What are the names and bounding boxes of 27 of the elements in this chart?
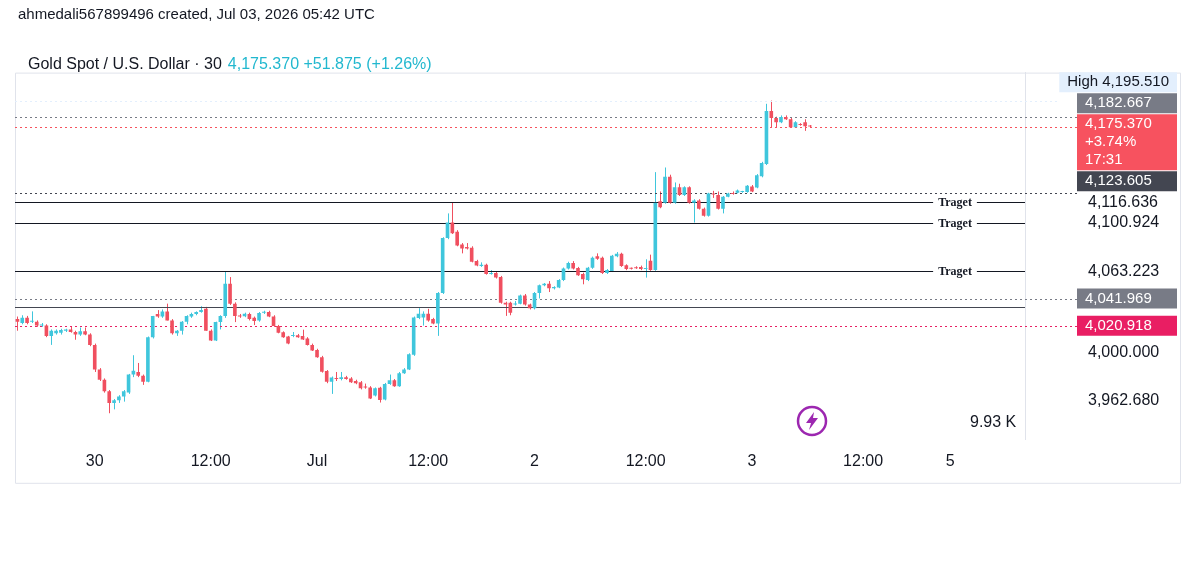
y-tick-label: 3,962.680 [1088, 391, 1160, 409]
ref-line-label: 4,123.605 [1085, 171, 1152, 189]
ref-line-label: 4,182.667 [1085, 93, 1152, 111]
chart-title: Gold Spot / U.S. Dollar · 30 [28, 55, 222, 72]
x-tick-label: Jul [306, 451, 328, 469]
annotation: 9.93 K [970, 413, 1017, 431]
y-tick-label: 4,063.223 [1088, 261, 1160, 279]
x-tick-label: 12:00 [843, 451, 884, 469]
x-tick-label: 12:00 [625, 451, 666, 469]
text: ahmedali567899496 created, Jul 03, 2026 05:42 UTC [18, 5, 375, 22]
x-tick-label: 5 [945, 451, 955, 469]
x-tick-label: 12:00 [408, 451, 449, 469]
ref-line-label: 4,020.918 [1085, 315, 1152, 333]
ref-line-label: High 4,195.510 [1067, 72, 1169, 90]
ref-line-label: 4,041.969 [1085, 288, 1152, 306]
chart-subtitle: 4,175.370 +51.875 (+1.26%) [227, 55, 432, 72]
legend-label: 4,175.370 +3.74% 17:31 [1085, 114, 1152, 168]
y-tick-label: 4,100.924 [1088, 212, 1160, 230]
ref-line-label: Traget [938, 215, 972, 230]
ref-line-label: Traget [938, 194, 972, 209]
x-tick-label: 2 [530, 451, 540, 469]
x-tick-label: 3 [747, 451, 757, 469]
x-tick-label: 12:00 [190, 451, 231, 469]
x-tick-label: 30 [85, 451, 104, 469]
ref-line-label: Traget [938, 263, 972, 278]
y-tick-label: 4,000.000 [1088, 343, 1160, 361]
y-tick-label: 4,116.636 [1088, 192, 1159, 210]
